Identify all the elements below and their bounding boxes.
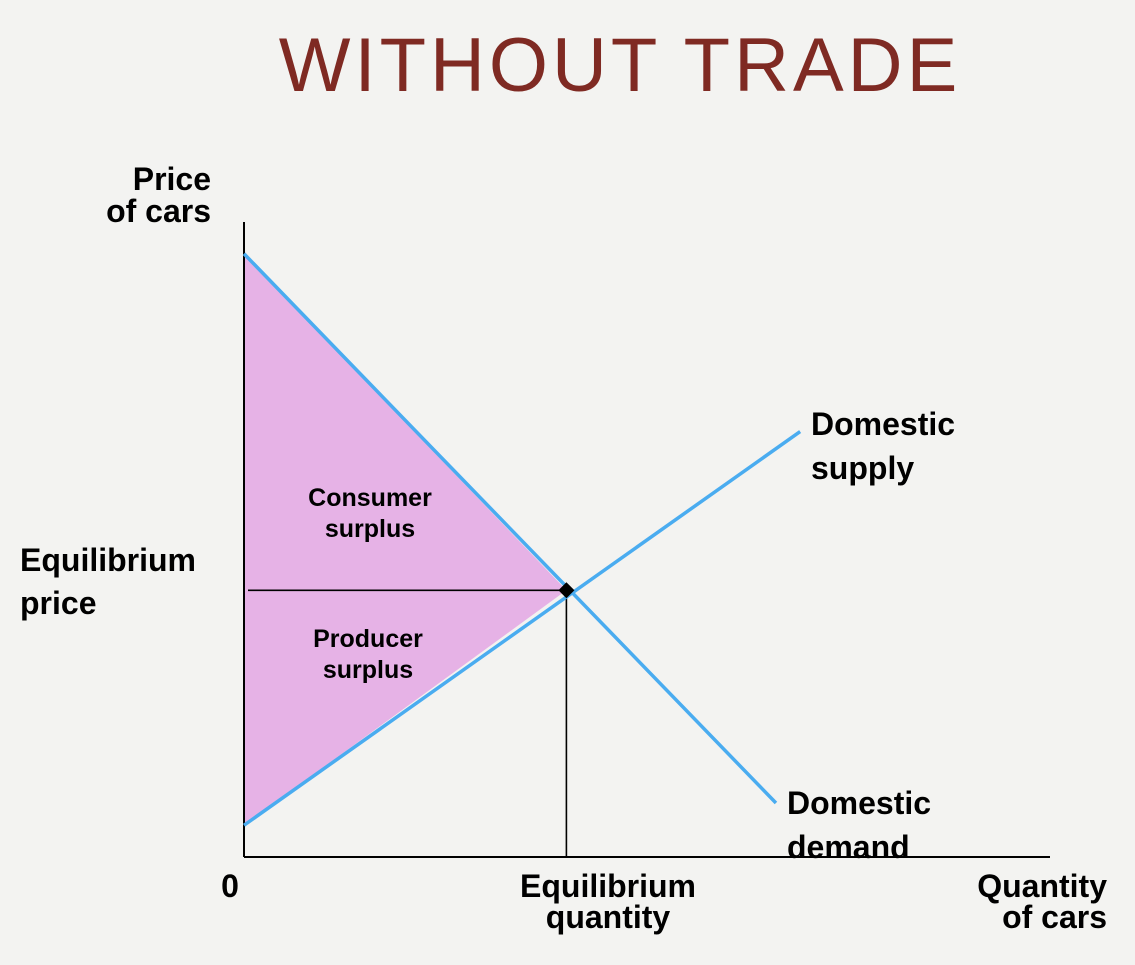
demand-curve-label: Domestic demand (787, 785, 931, 865)
demand-curve-label-line-1: Domestic (787, 785, 931, 821)
supply-curve-label-line-2: supply (811, 450, 914, 486)
x-axis-label-line-1: Quantity (977, 868, 1107, 904)
x-axis-label: Quantity of cars (977, 868, 1107, 935)
equilibrium-reference-lines (248, 589, 568, 857)
curves (242, 252, 802, 827)
origin-label: 0 (221, 868, 239, 904)
equilibrium-quantity-label: Equilibrium quantity (520, 868, 696, 935)
producer-surplus-label-line-2: surplus (323, 656, 413, 684)
equilibrium-point (558, 582, 575, 599)
page-title: WITHOUT TRADE (278, 23, 962, 108)
y-axis-label: Price of cars (106, 161, 211, 229)
consumer-surplus-label: Consumer surplus (308, 484, 432, 543)
equilibrium-quantity-label-line-1: Equilibrium (520, 868, 696, 904)
equilibrium-price-label-line-1: Equilibrium (20, 542, 196, 578)
axes (243, 222, 1050, 858)
equilibrium-price-label-line-2: price (20, 585, 96, 621)
x-axis-label-line-2: of cars (1002, 899, 1107, 935)
y-axis-label-line-2: of cars (106, 193, 211, 229)
equilibrium-point-group (558, 582, 575, 599)
supply-curve-label: Domestic supply (811, 406, 955, 486)
consumer-surplus-label-line-1: Consumer (308, 484, 432, 512)
supply-curve (242, 430, 802, 827)
producer-surplus-area (244, 590, 567, 826)
supply-curve-label-line-1: Domestic (811, 406, 955, 442)
producer-surplus-label-line-1: Producer (313, 625, 423, 653)
equilibrium-quantity-label-line-2: quantity (546, 899, 671, 935)
y-axis-label-line-1: Price (133, 161, 211, 197)
demand-curve (242, 252, 778, 805)
equilibrium-price-label: Equilibrium price (20, 542, 196, 621)
producer-surplus-label: Producer surplus (313, 625, 423, 684)
consumer-surplus-label-line-2: surplus (325, 515, 415, 543)
demand-curve-label-line-2: demand (787, 829, 910, 865)
